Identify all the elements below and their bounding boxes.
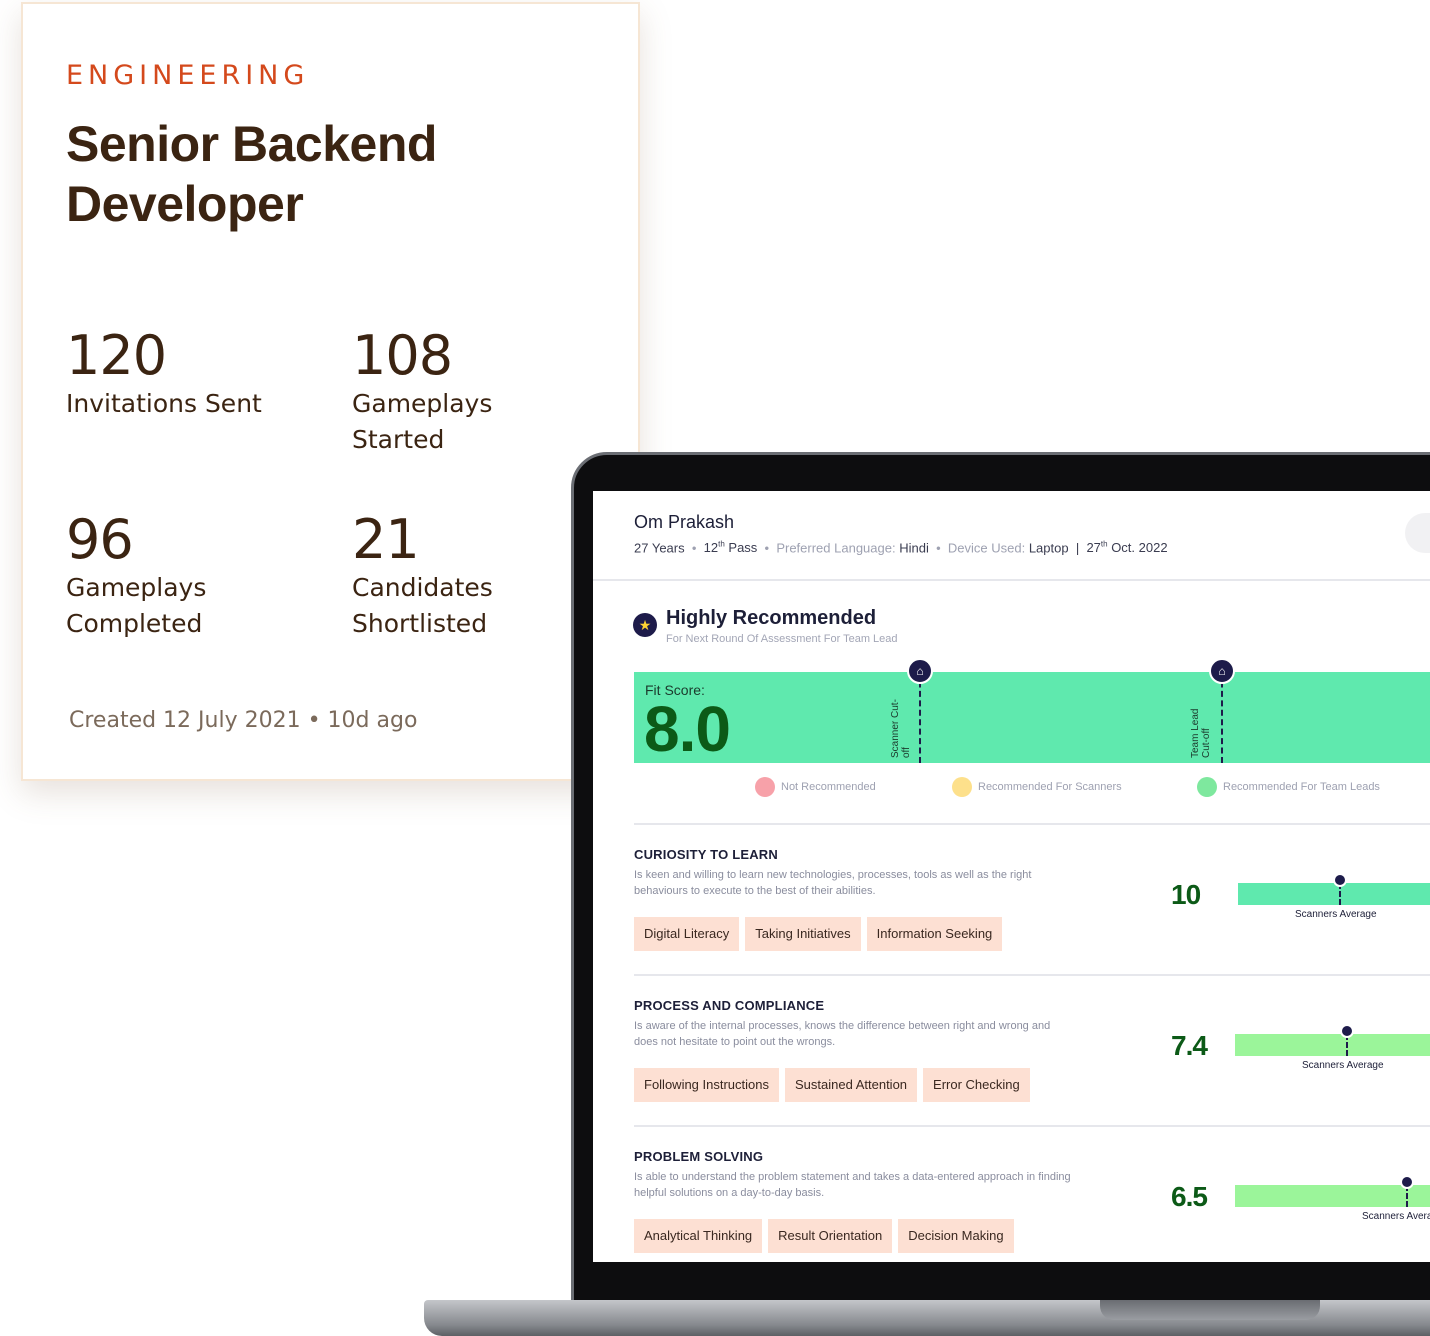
trait-title: PROCESS AND COMPLIANCE xyxy=(634,998,825,1013)
candidate-age: 27 Years xyxy=(634,540,685,556)
trait-score: 10 xyxy=(1171,879,1201,910)
trait-tag[interactable]: Result Orientation xyxy=(768,1219,893,1253)
stat-value: 96 xyxy=(66,508,134,571)
meta-pipe: | xyxy=(1072,540,1083,556)
date-text: Oct. 2022 xyxy=(1107,540,1168,556)
trait-title: CURIOSITY TO LEARN xyxy=(634,847,778,862)
meta-separator: • xyxy=(688,540,701,556)
candidate-education: 12th Pass xyxy=(704,540,758,555)
candidate-report-screen: Om Prakash 27 Years • 12th Pass • Prefer… xyxy=(593,491,1430,1262)
education-text: Pass xyxy=(724,540,758,556)
trait-tag[interactable]: Error Checking xyxy=(923,1068,1030,1102)
date-day: 27 xyxy=(1086,540,1101,556)
trait-title: PROBLEM SOLVING xyxy=(634,1149,764,1164)
created-date: Created 12 July 2021 • 10d ago xyxy=(69,708,418,733)
header-divider xyxy=(593,579,1430,581)
stat-gameplays-started: 108 Gameplays Started xyxy=(352,326,552,458)
cutoff-marker-icon[interactable]: ⌂ xyxy=(1209,658,1235,684)
stat-candidates-shortlisted: 21 Candidates Shortlisted xyxy=(352,510,552,642)
stat-label: Gameplays Completed xyxy=(66,573,207,638)
section-divider xyxy=(634,823,1430,825)
trait-score-bar: Scanners Average xyxy=(1235,1175,1430,1222)
legend-label: Recommended For Scanners xyxy=(978,780,1122,793)
meta-separator: • xyxy=(760,540,773,556)
trait-score: 7.4 xyxy=(1171,1030,1208,1061)
scanners-average-line xyxy=(1406,1185,1408,1207)
trait-tags: Following Instructions Sustained Attenti… xyxy=(634,1068,1030,1102)
legend-dot-icon xyxy=(1197,777,1217,797)
trait-tag[interactable]: Digital Literacy xyxy=(634,917,740,951)
cutoff-marker-icon[interactable]: ⌂ xyxy=(907,658,933,684)
scanners-average-line xyxy=(1339,883,1341,905)
average-marker-icon xyxy=(1400,1175,1414,1189)
legend-dot-icon xyxy=(952,777,972,797)
recommendation-subtitle: For Next Round Of Assessment For Team Le… xyxy=(666,633,898,645)
stat-value: 21 xyxy=(352,508,420,571)
stat-value: 108 xyxy=(352,324,453,387)
trait-tag[interactable]: Decision Making xyxy=(898,1219,1014,1253)
education-number: 12 xyxy=(703,540,719,556)
action-pill-button[interactable] xyxy=(1405,513,1430,553)
trait-tag[interactable]: Information Seeking xyxy=(866,917,1003,951)
legend-recommended-team-leads: Recommended For Team Leads xyxy=(1197,777,1380,797)
star-icon: ★ xyxy=(633,613,657,637)
legend-not-recommended: Not Recommended xyxy=(755,777,876,797)
job-title: Senior Backend Developer xyxy=(66,116,437,232)
trait-score-bar: Scanners Average xyxy=(1235,1024,1430,1071)
legend-label: Not Recommended xyxy=(781,780,876,793)
trait-tags: Digital Literacy Taking Initiatives Info… xyxy=(634,917,1003,951)
fit-score-label: Fit Score: xyxy=(645,682,705,698)
trait-description: Is able to understand the problem statem… xyxy=(634,1171,1071,1199)
section-divider xyxy=(634,974,1430,976)
average-marker-icon xyxy=(1333,873,1347,887)
education-suffix: th xyxy=(718,540,725,549)
stat-value: 120 xyxy=(66,324,167,387)
team-lead-cutoff-line xyxy=(1221,672,1223,763)
fit-score-value: 8.0 xyxy=(644,693,731,765)
stat-label: Invitations Sent xyxy=(66,389,262,418)
team-lead-cutoff-label: Team Lead Cut-off xyxy=(1190,708,1212,758)
candidate-name: Om Prakash xyxy=(634,512,735,532)
trait-tags: Analytical Thinking Result Orientation D… xyxy=(634,1219,1014,1253)
average-label: Scanners Average xyxy=(1302,1060,1384,1071)
language-label: Preferred Language: xyxy=(776,540,896,556)
recommendation-title: Highly Recommended xyxy=(666,607,877,629)
laptop-hinge-notch xyxy=(1100,1300,1320,1320)
assessment-date: 27th Oct. 2022 xyxy=(1086,540,1167,555)
stat-label: Candidates Shortlisted xyxy=(352,573,493,638)
candidate-meta: 27 Years • 12th Pass • Preferred Languag… xyxy=(634,540,1168,555)
stat-label: Gameplays Started xyxy=(352,389,493,454)
trait-description: Is aware of the internal processes, know… xyxy=(634,1020,1051,1048)
trait-tag[interactable]: Following Instructions xyxy=(634,1068,779,1102)
trait-tag[interactable]: Taking Initiatives xyxy=(745,917,861,951)
job-summary-card: ENGINEERING Senior Backend Developer 120… xyxy=(21,2,640,781)
candidate-device: Laptop xyxy=(1028,540,1069,556)
legend-recommended-scanners: Recommended For Scanners xyxy=(952,777,1122,797)
stat-gameplays-completed: 96 Gameplays Completed xyxy=(66,510,266,642)
trait-tag[interactable]: Analytical Thinking xyxy=(634,1219,763,1253)
department-label: ENGINEERING xyxy=(66,60,310,91)
trait-tag[interactable]: Sustained Attention xyxy=(785,1068,918,1102)
average-marker-icon xyxy=(1340,1024,1354,1038)
trait-score: 6.5 xyxy=(1171,1181,1208,1212)
legend-label: Recommended For Team Leads xyxy=(1223,780,1380,793)
section-divider xyxy=(634,1125,1430,1127)
average-label: Scanners Average xyxy=(1362,1211,1430,1222)
candidate-language: Hindi xyxy=(899,540,929,556)
meta-separator: • xyxy=(932,540,945,556)
scanners-average-line xyxy=(1346,1034,1348,1056)
device-label: Device Used: xyxy=(947,540,1026,556)
fit-score-bar: Fit Score: 8.0 ⌂ Scanner Cut-off ⌂ Team … xyxy=(634,658,1430,765)
stat-invitations-sent: 120 Invitations Sent xyxy=(66,326,266,422)
trait-description: Is keen and willing to learn new technol… xyxy=(634,869,1032,897)
date-suffix: th xyxy=(1100,540,1108,549)
scanner-cutoff-label: Scanner Cut-off xyxy=(890,699,912,758)
legend-dot-icon xyxy=(755,777,775,797)
average-label: Scanners Average xyxy=(1295,909,1377,920)
scanner-cutoff-line xyxy=(919,672,921,763)
trait-score-bar: Scanners Average xyxy=(1238,873,1430,920)
